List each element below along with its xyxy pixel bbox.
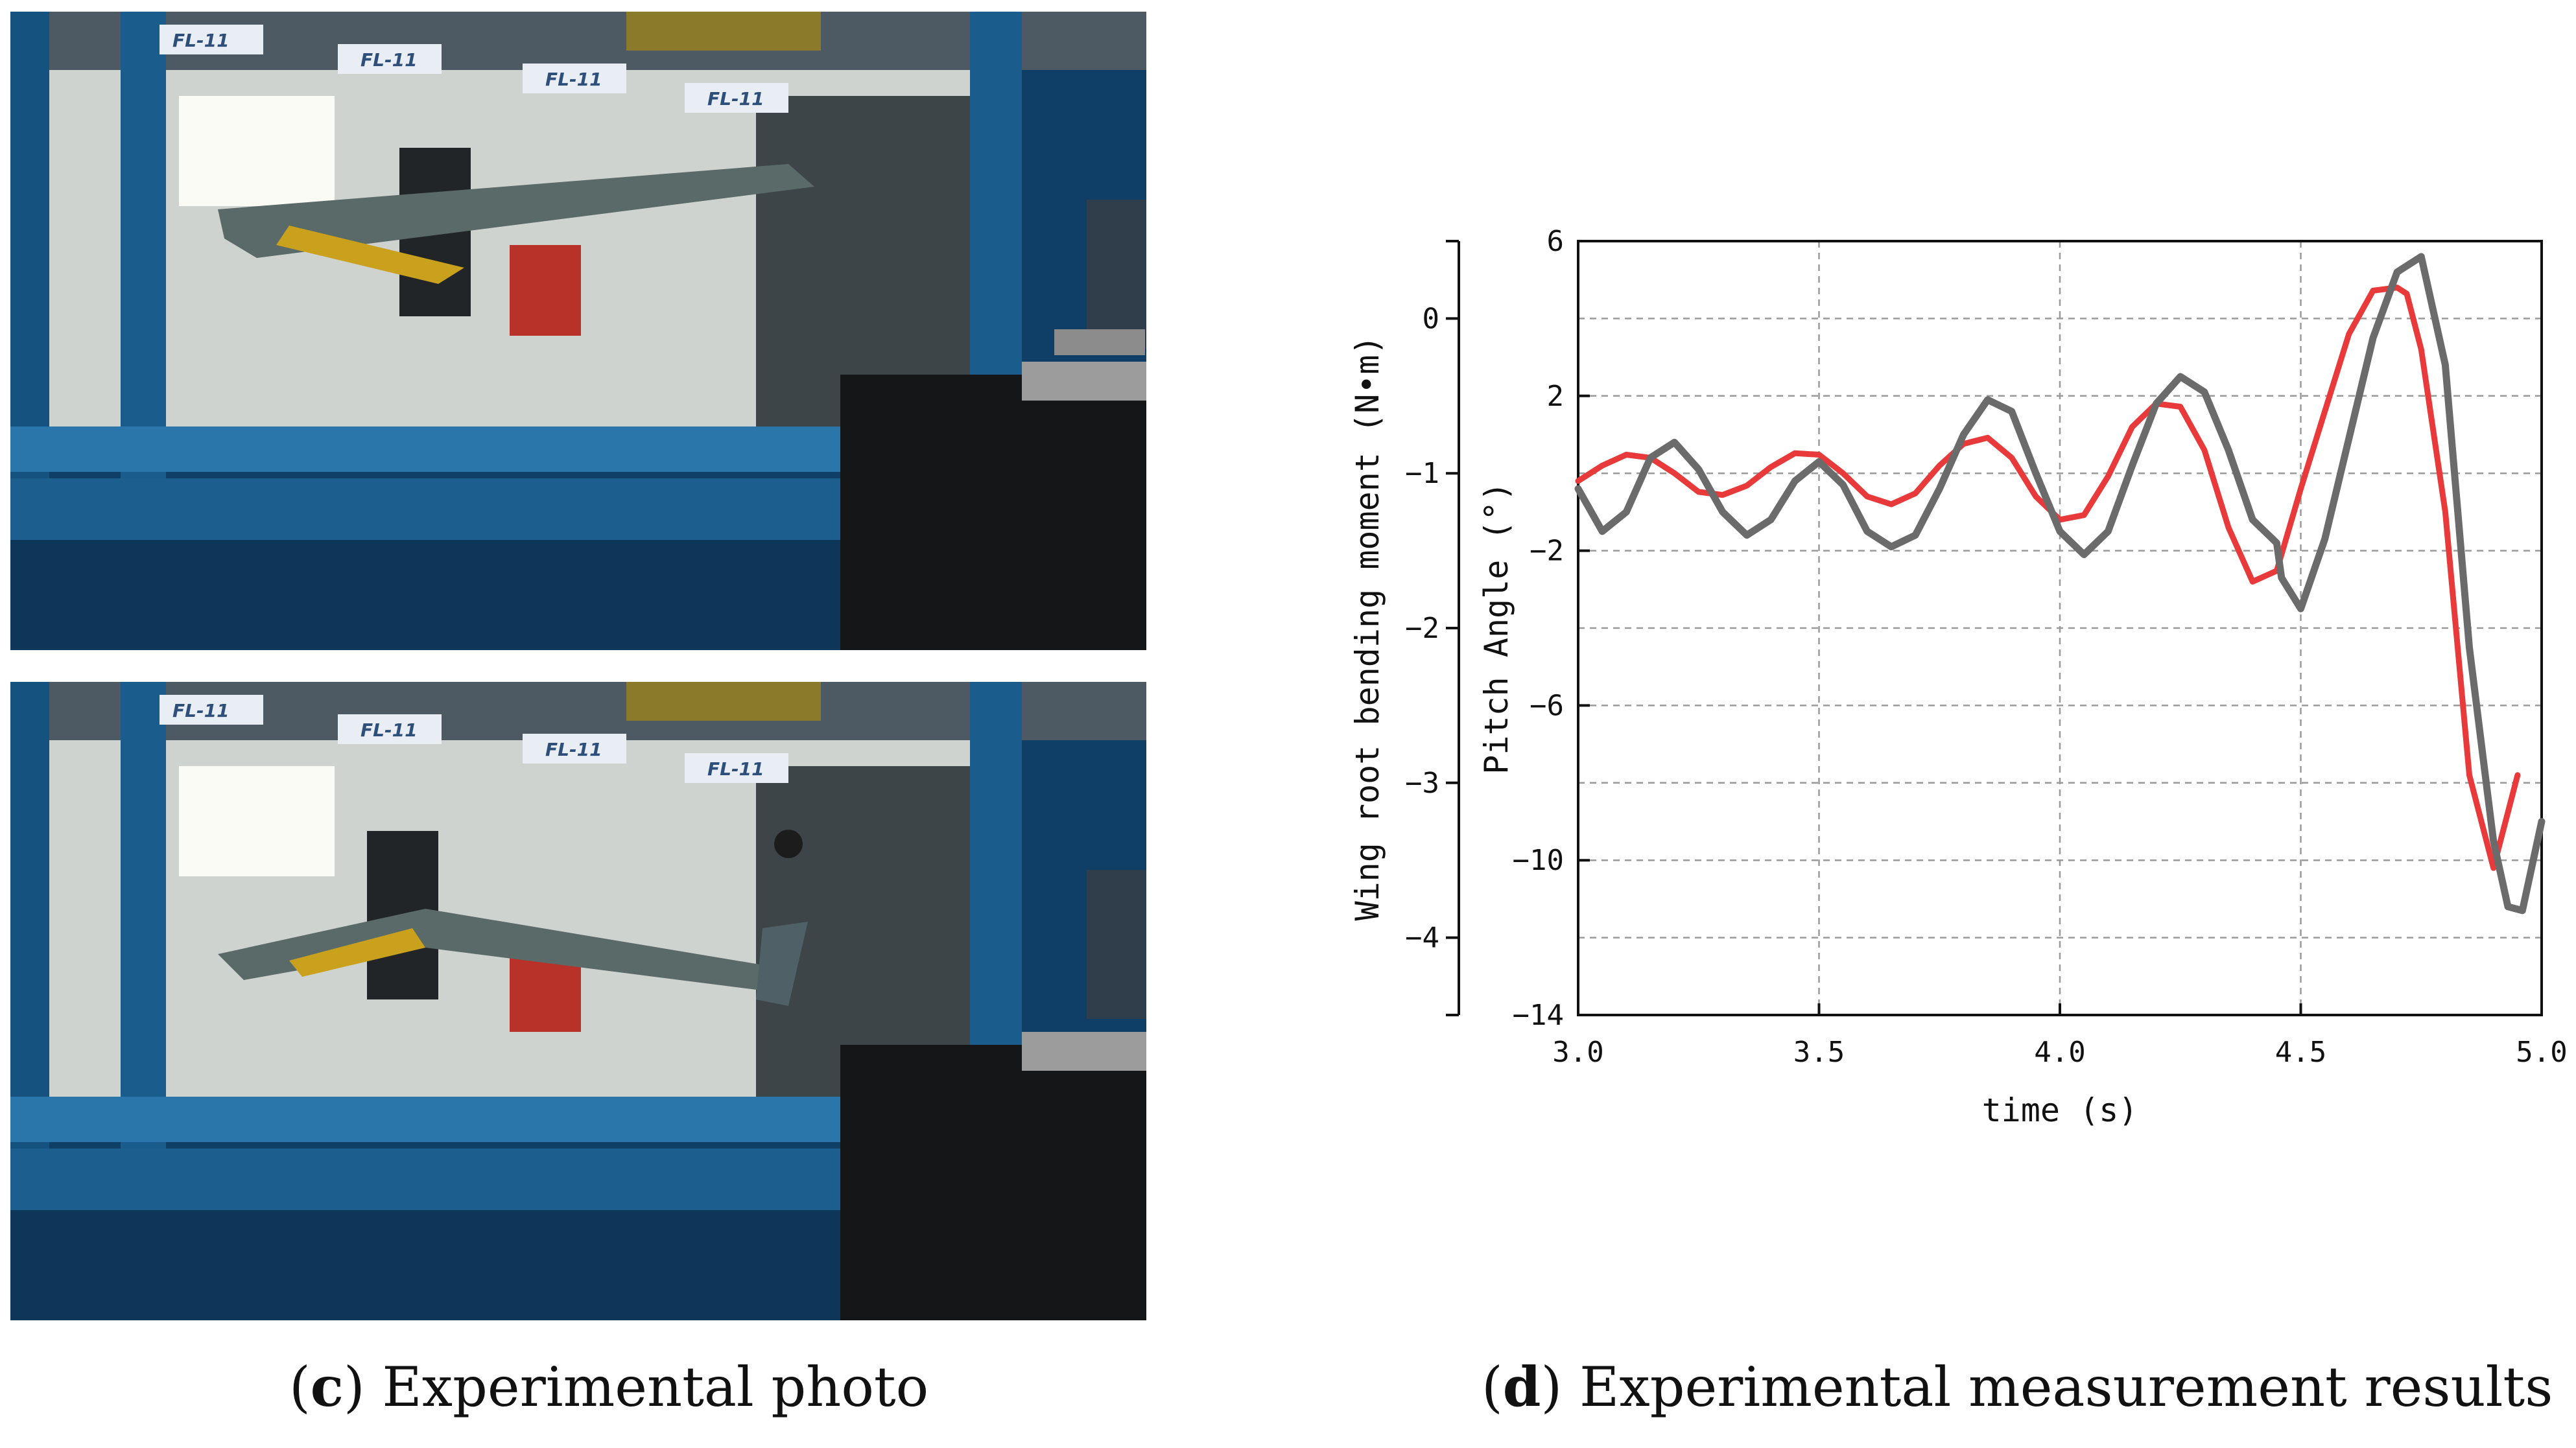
moment-tick-label: 0 <box>1423 302 1440 335</box>
x-tick-label: 4.0 <box>2034 1036 2085 1069</box>
tunnel-label-2: FL-11 <box>360 49 418 71</box>
moment-tick-label: −4 <box>1405 922 1439 955</box>
caption-photo-text: Experimental photo <box>382 1355 929 1419</box>
caption-chart: (d) Experimental measurement results <box>1482 1355 2553 1419</box>
pitch-tick-label: −14 <box>1513 999 1564 1032</box>
pitch-tick-label: −10 <box>1513 844 1564 877</box>
tunnel-label-4: FL-11 <box>707 88 764 110</box>
pitch-axis-label: Pitch Angle (°) <box>1478 482 1515 775</box>
moment-tick-label: −2 <box>1405 612 1439 645</box>
caption-photo-letter: c <box>310 1355 344 1419</box>
ticks: 3.0 3.5 4.0 4.5 5.0 6 2 −2 −6 −10 −14 0 −1 −2 −3 −4 <box>1405 225 2568 1069</box>
experimental-photo-top: FL-11 FL-11 FL-11 FL-11 <box>10 12 1146 650</box>
moment-tick-label: −1 <box>1405 457 1439 490</box>
tunnel-label-3: FL-11 <box>545 69 602 90</box>
tunnel-label-6: FL-11 <box>360 719 418 741</box>
tunnel-label-1: FL-11 <box>172 30 230 51</box>
tunnel-label-7: FL-11 <box>545 739 602 760</box>
moment-tick-label: −3 <box>1405 767 1439 800</box>
pitch-tick-label: −6 <box>1530 689 1564 722</box>
gray-curve-line <box>1574 253 2546 915</box>
tunnel-label-5: FL-11 <box>172 700 230 721</box>
tunnel-label-8: FL-11 <box>707 758 764 780</box>
caption-photo: (c) Experimental photo <box>289 1355 929 1419</box>
grid <box>1578 241 2542 1015</box>
series <box>1574 253 2546 915</box>
x-axis-label: time (s) <box>1982 1092 2138 1129</box>
pitch-tick-label: 2 <box>1547 380 1565 413</box>
x-tick-label: 4.5 <box>2275 1036 2326 1069</box>
x-tick-label: 5.0 <box>2516 1036 2567 1069</box>
x-tick-label: 3.5 <box>1793 1036 1845 1069</box>
x-tick-label: 3.0 <box>1552 1036 1603 1069</box>
pitch-tick-label: −2 <box>1530 535 1564 568</box>
caption-chart-letter: d <box>1502 1355 1541 1419</box>
experimental-photo-bottom: FL-11 FL-11 FL-11 FL-11 <box>10 682 1146 1320</box>
caption-chart-text: Experimental measurement results <box>1579 1355 2553 1419</box>
pitch-tick-label: 6 <box>1547 225 1565 258</box>
red-curve-line <box>1575 285 2521 871</box>
moment-axis-label: Wing root bending moment (N•m) <box>1349 335 1386 920</box>
